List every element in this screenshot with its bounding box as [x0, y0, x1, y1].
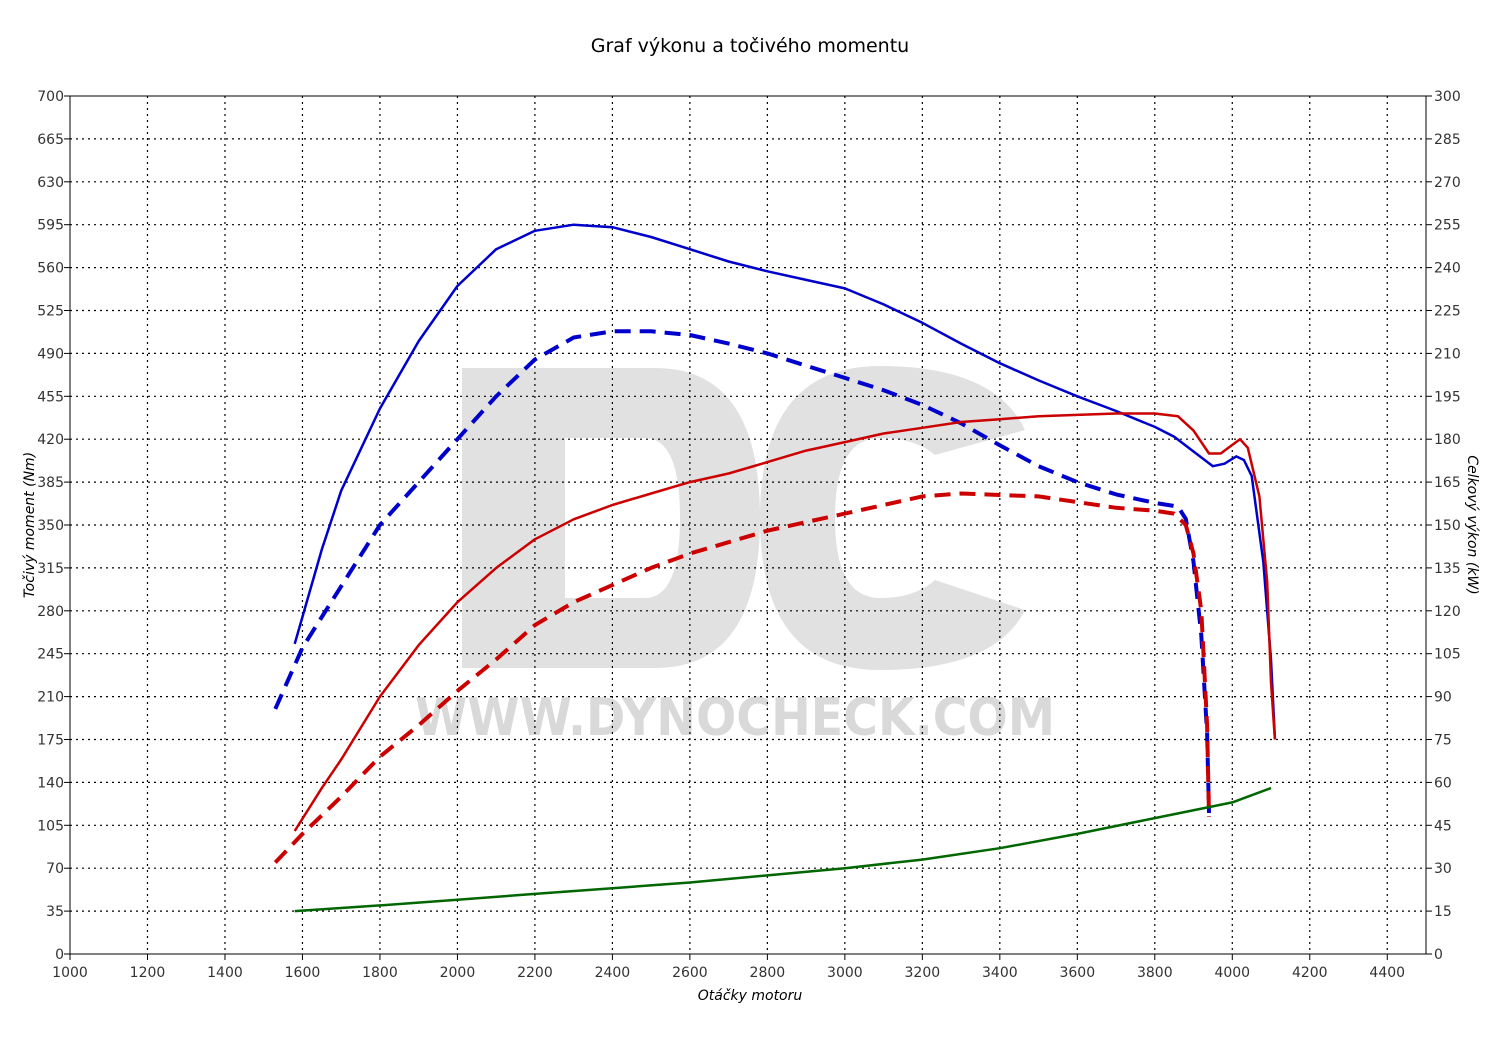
y-left-tick-label: 315: [37, 561, 64, 577]
y-right-tick-label: 135: [1434, 561, 1461, 577]
watermark-text: WWW.DYNOCHECK.COM: [415, 688, 1055, 748]
y-right-tick-label: 210: [1434, 346, 1461, 362]
y-left-tick-label: 210: [37, 690, 64, 706]
y-left-tick-label: 455: [37, 389, 64, 405]
y-left-tick-label: 140: [37, 775, 64, 791]
y-right-tick-label: 30: [1434, 861, 1452, 877]
y-left-tick-label: 245: [37, 647, 64, 663]
y-right-tick-label: 165: [1434, 475, 1461, 491]
data-series: [273, 223, 1277, 913]
x-axis-label: Otáčky motoru: [698, 988, 803, 1004]
torque-stock-line: [273, 329, 1211, 814]
y-right-tick-label: 240: [1434, 261, 1461, 277]
x-tick-label: 2800: [750, 965, 786, 981]
y-right-tick-label: 120: [1434, 604, 1461, 620]
y-left-tick-label: 525: [37, 304, 64, 320]
chart-title: Graf výkonu a točivého momentu: [591, 35, 909, 57]
torque-tuned-line: [293, 223, 1277, 739]
y-right-tick-label: 285: [1434, 132, 1461, 148]
y-right-tick-label: 195: [1434, 389, 1461, 405]
y-right-tick-label: 300: [1434, 89, 1461, 105]
y-left-tick-label: 385: [37, 475, 64, 491]
x-tick-label: 3800: [1137, 965, 1173, 981]
y-axis-right-label: Celkový výkon (kW): [1464, 455, 1480, 594]
x-tick-label: 1800: [362, 965, 398, 981]
x-tick-label: 4200: [1292, 965, 1328, 981]
x-tick-label: 3400: [982, 965, 1018, 981]
x-tick-label: 2000: [440, 965, 476, 981]
y-left-tick-label: 630: [37, 175, 64, 191]
x-tick-label: 1400: [207, 965, 243, 981]
y-left-tick-label: 595: [37, 218, 64, 234]
power-stock-line: [273, 491, 1211, 864]
y-right-tick-label: 60: [1434, 775, 1452, 791]
x-tick-label: 2200: [517, 965, 553, 981]
y-left-tick-label: 665: [37, 132, 64, 148]
y-right-tick-label: 150: [1434, 518, 1461, 534]
x-tick-label: 4400: [1369, 965, 1405, 981]
y-left-tick-label: 175: [37, 733, 64, 749]
y-left-tick-label: 280: [37, 604, 64, 620]
y-left-tick-label: 560: [37, 261, 64, 277]
x-tick-label: 1600: [285, 965, 321, 981]
y-left-tick-label: 350: [37, 518, 64, 534]
y-right-tick-label: 90: [1434, 690, 1452, 706]
y-right-tick-label: 180: [1434, 432, 1461, 448]
y-left-tick-label: 70: [46, 861, 64, 877]
y-axis-left-label: Točivý moment (Nm): [22, 452, 38, 598]
dynocheck-watermark: WWW.DYNOCHECK.COM: [415, 366, 1055, 748]
watermark-logo-c: [760, 366, 1025, 670]
x-tick-label: 2600: [672, 965, 708, 981]
x-tick-label: 3600: [1059, 965, 1095, 981]
power-tuned-line: [293, 412, 1277, 832]
y-left-tick-label: 700: [37, 89, 64, 105]
y-right-tick-label: 0: [1434, 947, 1443, 963]
tick-labels: 1000 1200 1400 1600 1800 2000 2200 2400 2600 2800…: [37, 89, 1460, 981]
y-left-tick-label: 0: [55, 947, 64, 963]
x-tick-label: 1000: [52, 965, 88, 981]
y-left-tick-label: 490: [37, 346, 64, 362]
x-tick-label: 3200: [905, 965, 941, 981]
y-left-tick-label: 105: [37, 818, 64, 834]
y-right-tick-label: 75: [1434, 733, 1452, 749]
y-right-tick-label: 255: [1434, 218, 1461, 234]
y-right-tick-label: 270: [1434, 175, 1461, 191]
x-tick-label: 2400: [595, 965, 631, 981]
y-right-tick-label: 105: [1434, 647, 1461, 663]
y-right-tick-label: 15: [1434, 904, 1452, 920]
y-left-tick-label: 35: [46, 904, 64, 920]
x-tick-label: 1200: [130, 965, 166, 981]
y-left-tick-label: 420: [37, 432, 64, 448]
x-tick-label: 3000: [827, 965, 863, 981]
y-right-tick-label: 225: [1434, 304, 1461, 320]
x-tick-label: 4000: [1214, 965, 1250, 981]
loss-power-line: [294, 786, 1272, 913]
y-right-tick-label: 45: [1434, 818, 1452, 834]
grid-lines: [70, 96, 1426, 954]
watermark-logo-d: [462, 368, 760, 668]
